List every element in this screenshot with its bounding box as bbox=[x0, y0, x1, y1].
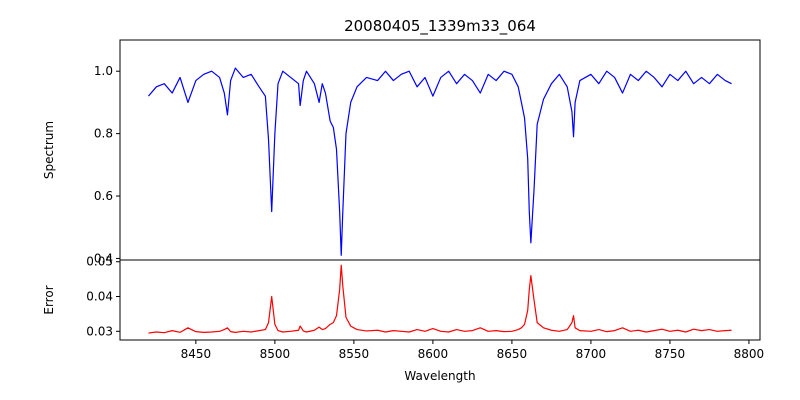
error-plot-area: 0.03 0.04 0.05 8450 8500 8550 8600 8650 8700 8750… bbox=[86, 255, 764, 361]
x-tick-label: 8600 bbox=[418, 347, 449, 361]
spectrum-y-tick-label: 0.8 bbox=[94, 127, 113, 141]
error-panel: Error Wavelength 0.03 0.04 0.05 8450 8500 855… bbox=[42, 255, 764, 383]
x-axis-label: Wavelength bbox=[404, 369, 475, 383]
x-tick-label: 8550 bbox=[339, 347, 370, 361]
x-tick-label: 8500 bbox=[260, 347, 291, 361]
x-tick-label: 8800 bbox=[734, 347, 765, 361]
error-y-tick-label: 0.03 bbox=[86, 324, 113, 338]
error-y-tick-label: 0.04 bbox=[86, 290, 113, 304]
x-tick-label: 8750 bbox=[655, 347, 686, 361]
x-tick-label: 8700 bbox=[576, 347, 607, 361]
chart-title: 20080405_1339m33_064 bbox=[344, 17, 536, 36]
spectrum-series-line bbox=[147, 67, 732, 256]
error-y-axis-label: Error bbox=[42, 285, 56, 314]
spectrum-y-tick-label: 1.0 bbox=[94, 64, 113, 78]
x-tick-label: 8650 bbox=[497, 347, 528, 361]
spectrum-plot-area: 0.4 0.6 0.8 1.0 bbox=[94, 64, 732, 265]
error-y-tick-label: 0.05 bbox=[86, 255, 113, 269]
error-series-line bbox=[148, 264, 732, 334]
spectrum-panel: 20080405_1339m33_064 Spectrum 0.4 0.6 0.8 1… bbox=[42, 17, 761, 265]
spectrum-y-axis-label: Spectrum bbox=[42, 121, 56, 179]
error-axes-frame bbox=[119, 259, 761, 341]
spectrum-y-tick-label: 0.4 bbox=[94, 251, 113, 265]
spectrum-y-tick-label: 0.6 bbox=[94, 189, 113, 203]
x-tick-label: 8450 bbox=[181, 347, 212, 361]
